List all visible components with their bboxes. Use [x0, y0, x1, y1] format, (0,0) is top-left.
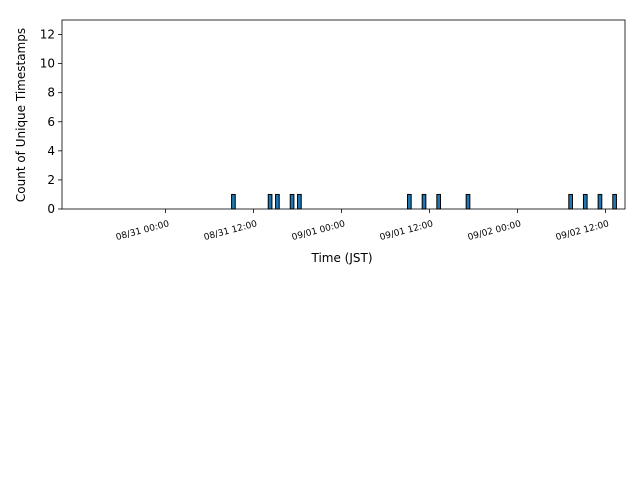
x-tick-label: 08/31 12:00: [203, 219, 259, 243]
bar-12: [597, 193, 603, 210]
bars-layer: [231, 193, 617, 210]
y-tick-label: 8: [47, 86, 55, 100]
bar-7: [421, 193, 427, 210]
y-tick-label: 10: [40, 57, 55, 71]
bar-5: [297, 193, 302, 210]
y-tick-label: 12: [40, 28, 55, 42]
x-tick-label: 09/01 12:00: [379, 219, 435, 243]
y-tick-label: 6: [47, 115, 55, 129]
x-tick-label: 09/02 00:00: [467, 219, 523, 243]
plot-frame: [61, 19, 626, 210]
bar-2: [267, 193, 273, 210]
bar-3: [275, 193, 280, 210]
y-tick-label: 2: [47, 173, 55, 187]
bar-1: [231, 193, 236, 210]
x-tick-label: 09/01 00:00: [291, 219, 347, 243]
x-tick-label: 09/02 12:00: [555, 219, 611, 243]
bar-4: [289, 193, 295, 210]
y-tick-label: 4: [47, 144, 55, 158]
x-axis-title: Time (JST): [310, 251, 372, 265]
x-tick-label: 08/31 00:00: [115, 219, 171, 243]
bar-9: [465, 193, 471, 210]
y-axis-title: Count of Unique Timestamps: [14, 28, 28, 202]
y-tick-label: 0: [47, 202, 55, 216]
bar-6: [407, 193, 412, 210]
bar-8: [436, 193, 442, 210]
axes-layer: 0 2 4 6 8 10 12 08/31 00:00 08/31 12:00 09/01 00:…: [40, 19, 626, 243]
bar-10: [568, 193, 573, 210]
bar-13: [612, 193, 617, 210]
bar-11: [582, 193, 588, 210]
